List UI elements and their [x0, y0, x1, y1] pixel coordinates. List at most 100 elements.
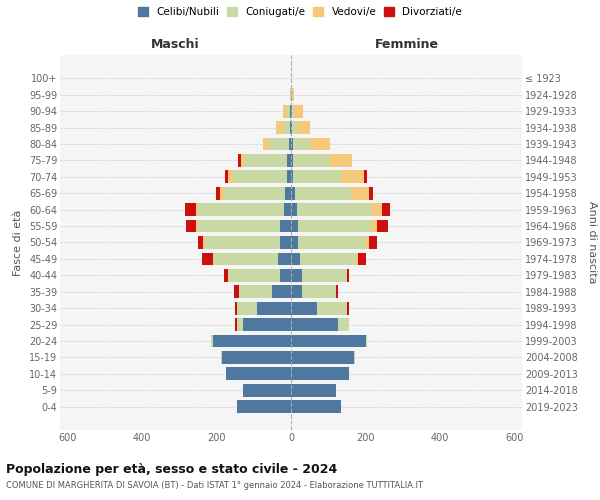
Bar: [224, 187, 286, 200]
Bar: [280, 236, 291, 249]
Bar: [185, 220, 196, 232]
Bar: [291, 138, 293, 150]
Bar: [336, 286, 338, 298]
Bar: [291, 400, 341, 413]
Text: Popolazione per età, sesso e stato civile - 2024: Popolazione per età, sesso e stato civil…: [6, 462, 337, 475]
Bar: [291, 351, 355, 364]
Bar: [290, 105, 291, 118]
Bar: [371, 204, 382, 216]
Bar: [198, 236, 203, 249]
Bar: [291, 302, 317, 314]
Y-axis label: Fasce di età: Fasce di età: [13, 210, 23, 276]
Bar: [242, 384, 291, 396]
Bar: [269, 138, 289, 150]
Bar: [287, 105, 290, 118]
Bar: [338, 318, 349, 331]
Bar: [185, 204, 196, 216]
Bar: [295, 187, 350, 200]
Bar: [291, 252, 301, 266]
Bar: [286, 187, 291, 200]
Bar: [291, 269, 302, 281]
Text: COMUNE DI MARGHERITA DI SAVOIA (BT) - Dati ISTAT 1° gennaio 2024 - Elaborazione : COMUNE DI MARGHERITA DI SAVOIA (BT) - Da…: [6, 481, 423, 490]
Bar: [291, 318, 338, 331]
Y-axis label: Anni di nascita: Anni di nascita: [587, 201, 597, 284]
Bar: [276, 122, 283, 134]
Bar: [263, 138, 269, 150]
Bar: [291, 220, 298, 232]
Bar: [291, 384, 336, 396]
Bar: [317, 302, 347, 314]
Bar: [226, 368, 291, 380]
Bar: [302, 286, 336, 298]
Bar: [283, 105, 287, 118]
Bar: [369, 187, 373, 200]
Bar: [365, 334, 367, 347]
Bar: [298, 236, 365, 249]
Bar: [369, 236, 377, 249]
Bar: [290, 122, 291, 134]
Bar: [217, 187, 220, 200]
Bar: [292, 122, 298, 134]
Bar: [283, 122, 290, 134]
Bar: [224, 269, 227, 281]
Bar: [291, 187, 295, 200]
Bar: [280, 220, 291, 232]
Bar: [278, 252, 291, 266]
Bar: [365, 236, 369, 249]
Bar: [293, 138, 311, 150]
Bar: [213, 252, 278, 266]
Bar: [292, 105, 293, 118]
Bar: [287, 170, 291, 183]
Bar: [293, 170, 341, 183]
Bar: [291, 334, 365, 347]
Bar: [202, 252, 213, 266]
Legend: Celibi/Nubili, Coniugati/e, Vedovi/e, Divorziati/e: Celibi/Nubili, Coniugati/e, Vedovi/e, Di…: [136, 5, 464, 20]
Bar: [237, 400, 291, 413]
Bar: [289, 138, 291, 150]
Bar: [233, 170, 287, 183]
Bar: [235, 302, 237, 314]
Bar: [364, 170, 367, 183]
Bar: [291, 88, 292, 101]
Bar: [291, 154, 293, 167]
Bar: [196, 204, 198, 216]
Bar: [290, 88, 291, 101]
Bar: [330, 154, 352, 167]
Bar: [211, 334, 213, 347]
Bar: [213, 334, 291, 347]
Bar: [291, 122, 292, 134]
Bar: [196, 220, 198, 232]
Bar: [239, 286, 272, 298]
Bar: [371, 220, 377, 232]
Bar: [291, 105, 292, 118]
Bar: [284, 204, 291, 216]
Bar: [220, 187, 224, 200]
Text: Maschi: Maschi: [151, 38, 200, 51]
Bar: [347, 269, 349, 281]
Bar: [227, 170, 233, 183]
Bar: [291, 368, 349, 380]
Text: Femmine: Femmine: [374, 38, 439, 51]
Bar: [224, 170, 227, 183]
Bar: [244, 154, 287, 167]
Bar: [235, 286, 239, 298]
Bar: [222, 351, 291, 364]
Bar: [291, 170, 293, 183]
Bar: [292, 88, 293, 101]
Bar: [198, 204, 284, 216]
Bar: [377, 220, 388, 232]
Bar: [221, 351, 222, 364]
Bar: [235, 318, 237, 331]
Bar: [257, 302, 291, 314]
Bar: [203, 236, 205, 249]
Bar: [198, 220, 280, 232]
Bar: [280, 269, 291, 281]
Bar: [347, 302, 349, 314]
Bar: [302, 269, 347, 281]
Bar: [205, 236, 280, 249]
Bar: [272, 286, 291, 298]
Bar: [291, 204, 296, 216]
Bar: [358, 252, 365, 266]
Bar: [241, 154, 244, 167]
Bar: [350, 187, 369, 200]
